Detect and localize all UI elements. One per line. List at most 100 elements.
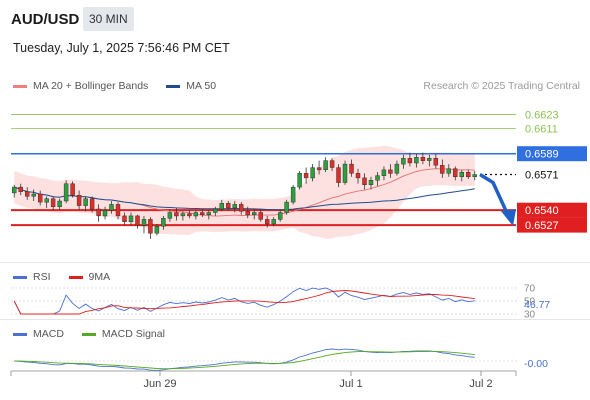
- candle: [303, 167, 309, 184]
- candle-body: [355, 173, 361, 179]
- candle-body: [148, 219, 153, 234]
- price-label-text: 0.6589: [525, 149, 559, 161]
- candle: [349, 159, 354, 177]
- candle: [355, 168, 361, 184]
- legend-bollinger-label: MA 20 + Bollinger Bands: [33, 80, 149, 92]
- candle-body: [349, 163, 354, 174]
- macd-signal-line: [14, 350, 475, 370]
- forecast-arrow-layer: [479, 172, 516, 227]
- candle-body: [11, 186, 17, 194]
- candle: [70, 181, 75, 198]
- price-label-box: [517, 202, 587, 218]
- candle: [407, 152, 413, 167]
- candle: [232, 200, 238, 213]
- candle: [446, 164, 451, 177]
- candle: [251, 209, 257, 220]
- candle-body: [213, 208, 218, 213]
- candle-body: [38, 193, 43, 203]
- 9ma-swatch: [68, 275, 83, 279]
- candle-body: [388, 169, 393, 174]
- candle-body: [290, 186, 296, 203]
- candle-body: [57, 200, 62, 208]
- price-label-text: 0.6540: [525, 205, 559, 217]
- candle: [200, 209, 205, 218]
- legend-item-ma50: MA 50: [166, 80, 216, 92]
- rsi-legend: RSI 9MA: [13, 271, 128, 283]
- candle: [388, 164, 393, 178]
- candle: [50, 196, 56, 211]
- candle-body: [446, 168, 451, 174]
- candle: [310, 164, 315, 182]
- candle-body: [193, 212, 199, 217]
- candle: [102, 206, 108, 220]
- candle: [362, 173, 367, 190]
- macd-swatch: [13, 332, 27, 336]
- candle-body: [433, 158, 438, 166]
- candle: [180, 211, 186, 221]
- price-label-text: 0.6623: [525, 110, 559, 122]
- candle: [83, 196, 88, 212]
- candle-body: [70, 183, 75, 196]
- rsi-panel-divider: [0, 262, 590, 263]
- candle: [63, 180, 69, 204]
- candle: [342, 160, 348, 185]
- symbol-title: AUD/USD: [11, 11, 80, 28]
- price-label-resistance: 0.6589: [517, 146, 587, 162]
- candle: [174, 207, 179, 221]
- candle-body: [200, 212, 205, 215]
- candle-body: [44, 198, 49, 203]
- legend-item-rsi: RSI: [13, 271, 51, 283]
- legend-9ma-label: 9MA: [88, 271, 111, 283]
- candle: [96, 204, 101, 222]
- candle-body: [122, 215, 127, 222]
- candle: [420, 152, 426, 165]
- candle: [433, 153, 438, 169]
- candle: [148, 217, 153, 239]
- price-label-last: 0.6571: [517, 167, 587, 182]
- candle-body: [251, 212, 257, 215]
- candle-body: [401, 158, 406, 165]
- candle-body: [245, 211, 250, 216]
- candle-body: [96, 208, 101, 217]
- candle-body: [427, 158, 432, 161]
- legend-rsi-label: RSI: [33, 271, 51, 283]
- x-tick-label: Jun 29: [143, 378, 176, 390]
- legend-ma50-label: MA 50: [186, 80, 217, 92]
- ma50-swatch: [166, 84, 181, 88]
- candle-body: [154, 226, 160, 234]
- candle-body: [414, 156, 419, 164]
- candle-body: [336, 167, 341, 183]
- candle: [414, 153, 419, 168]
- price-label-text: 0.6527: [525, 220, 559, 232]
- candle-body: [362, 177, 367, 185]
- candle-body: [394, 163, 400, 174]
- candle: [265, 215, 270, 228]
- candle-body: [303, 173, 309, 179]
- candle: [271, 217, 276, 227]
- price-label-box: [517, 217, 587, 233]
- candle-body: [466, 171, 471, 177]
- candle-body: [265, 219, 270, 225]
- timeframe-badge[interactable]: 30 MIN: [83, 7, 134, 31]
- candle-body: [135, 215, 140, 226]
- bollinger-band-layer: [14, 145, 475, 239]
- legend-item-bollinger: MA 20 + Bollinger Bands: [13, 80, 148, 92]
- candle: [161, 215, 166, 230]
- candle-body: [50, 198, 56, 207]
- candle: [31, 189, 36, 201]
- candle-body: [167, 212, 173, 219]
- candle: [167, 209, 173, 222]
- candle: [258, 209, 263, 222]
- candle: [440, 159, 445, 178]
- candle-body: [76, 194, 82, 206]
- candle-body: [316, 167, 322, 171]
- legend-item-macd-signal: MACD Signal: [81, 328, 165, 340]
- candle: [25, 187, 30, 200]
- candle: [472, 171, 477, 181]
- candles-layer: [11, 152, 477, 239]
- candle-body: [297, 173, 302, 188]
- rsi-level-label: 50: [524, 297, 536, 308]
- x-axis: Jun 29 Jul 1 Jul 2: [10, 370, 517, 390]
